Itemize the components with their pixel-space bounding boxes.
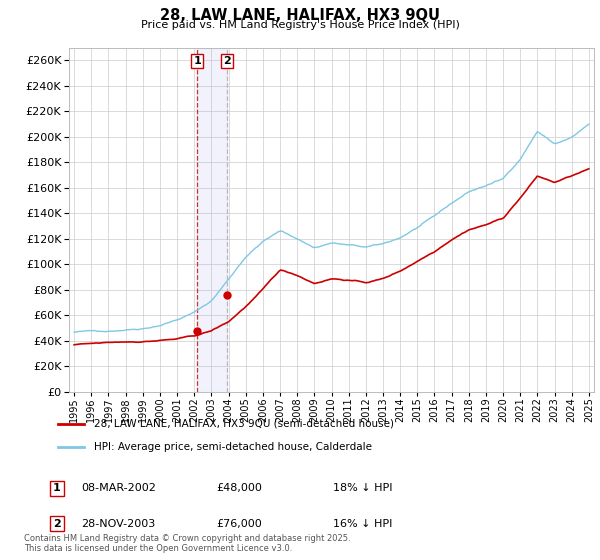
Text: 28, LAW LANE, HALIFAX, HX3 9QU (semi-detached house): 28, LAW LANE, HALIFAX, HX3 9QU (semi-det… bbox=[94, 419, 394, 429]
Text: 2: 2 bbox=[223, 56, 231, 66]
Text: 28-NOV-2003: 28-NOV-2003 bbox=[81, 519, 155, 529]
Text: 2: 2 bbox=[53, 519, 61, 529]
Text: £48,000: £48,000 bbox=[216, 483, 262, 493]
Text: 08-MAR-2002: 08-MAR-2002 bbox=[81, 483, 156, 493]
Text: 16% ↓ HPI: 16% ↓ HPI bbox=[333, 519, 392, 529]
Text: HPI: Average price, semi-detached house, Calderdale: HPI: Average price, semi-detached house,… bbox=[94, 442, 373, 452]
Text: 1: 1 bbox=[53, 483, 61, 493]
Text: 28, LAW LANE, HALIFAX, HX3 9QU: 28, LAW LANE, HALIFAX, HX3 9QU bbox=[160, 8, 440, 24]
Text: 18% ↓ HPI: 18% ↓ HPI bbox=[333, 483, 392, 493]
Text: Price paid vs. HM Land Registry's House Price Index (HPI): Price paid vs. HM Land Registry's House … bbox=[140, 20, 460, 30]
Text: Contains HM Land Registry data © Crown copyright and database right 2025.
This d: Contains HM Land Registry data © Crown c… bbox=[24, 534, 350, 553]
Text: 1: 1 bbox=[193, 56, 201, 66]
Bar bbox=[197, 48, 227, 392]
Text: £76,000: £76,000 bbox=[216, 519, 262, 529]
